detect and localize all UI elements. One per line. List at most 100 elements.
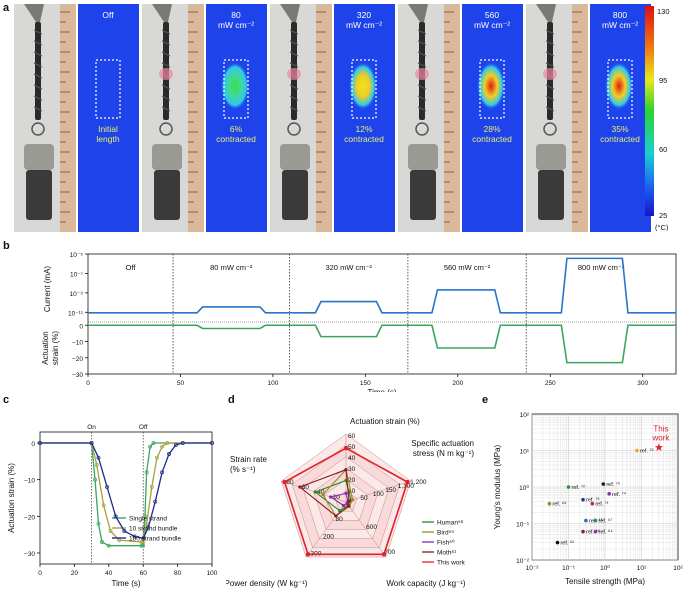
dashed-box xyxy=(479,59,505,119)
weight-top xyxy=(536,144,566,170)
b-xtick-label: 100 xyxy=(267,380,278,387)
e-point-label: ref. ⁶² xyxy=(561,540,575,547)
fiber-twist xyxy=(161,95,171,101)
power-label: Off xyxy=(102,10,114,20)
c-point xyxy=(93,477,97,482)
d-series-point xyxy=(313,490,317,494)
c-xtick-label: 0 xyxy=(38,570,42,577)
c-point xyxy=(141,543,146,548)
d-axis-label-1: Specific actuation xyxy=(411,439,474,448)
power-label: 560 xyxy=(485,10,499,20)
c-point xyxy=(153,499,158,504)
panel-d-radar: 102030405060501001501,1001,2006007008020… xyxy=(226,417,474,588)
fiber-twist xyxy=(417,95,427,101)
colorbar-tick-130: 130 xyxy=(657,7,670,16)
c-frame xyxy=(39,431,213,565)
d-series-polygon xyxy=(283,447,409,556)
c-on-label: On xyxy=(87,424,96,431)
fiber-twist xyxy=(161,40,171,46)
fiber-twist xyxy=(33,95,43,101)
d-series-point xyxy=(282,479,287,485)
c-point xyxy=(155,455,159,460)
fiber-twist xyxy=(545,106,555,112)
b-segment-label: 800 mW cm⁻² xyxy=(578,263,625,272)
b-xtick-label: 150 xyxy=(360,380,371,387)
fiber-twist xyxy=(289,95,299,101)
d-axis-tick: 40 xyxy=(317,489,325,496)
photo-3: 560 mW cm⁻² 28% contracted xyxy=(398,4,523,232)
d-series-point xyxy=(298,485,302,489)
d-series-point xyxy=(341,503,346,508)
photo-1: 80 mW cm⁻² 6% contracted xyxy=(142,4,267,232)
fiber-twist xyxy=(161,84,171,90)
contraction-label: 28% xyxy=(483,124,500,134)
b-strain-ytick-label: 0 xyxy=(79,323,83,330)
fiber-twist xyxy=(417,62,427,68)
d-axis-tick: 600 xyxy=(366,524,377,531)
c-point xyxy=(122,529,127,533)
e-point xyxy=(590,501,595,506)
c-point xyxy=(94,463,99,467)
panel-label-a: a xyxy=(3,2,10,14)
c-xtick-label: 60 xyxy=(140,570,148,577)
photo-0: Off Initial length xyxy=(14,4,139,232)
power-unit: mW cm⁻² xyxy=(474,20,510,30)
c-point xyxy=(106,543,111,548)
d-axis-label-3: Power density (W kg⁻¹) xyxy=(226,579,308,588)
fiber-twist xyxy=(417,84,427,90)
d-series-point xyxy=(405,479,410,485)
fiber-twist xyxy=(289,106,299,112)
d-legend-label: Human⁵⁸ xyxy=(437,520,464,527)
c-xtick-label: 20 xyxy=(71,570,79,577)
contraction-label-2: contracted xyxy=(600,134,640,144)
e-xtick-label: 10¹ xyxy=(637,565,647,572)
d-legend-label: Moth⁶¹ xyxy=(437,550,457,557)
c-legend-label: 100 strand bundle xyxy=(129,536,181,543)
fiber-twist xyxy=(33,29,43,35)
contraction-label: Initial xyxy=(98,124,118,134)
e-point xyxy=(584,518,588,523)
b-xtick-label: 50 xyxy=(177,380,185,387)
b-current-ylabel: Current (mA) xyxy=(43,266,52,313)
c-point xyxy=(139,543,144,548)
c-point xyxy=(165,441,170,445)
weight-top xyxy=(24,144,54,170)
laser-spot xyxy=(159,68,173,80)
d-axis-label-4b: (% s⁻¹) xyxy=(230,465,256,474)
b-xtick-label: 300 xyxy=(637,380,648,387)
e-point-label: ref. ⁶⁴ xyxy=(599,529,614,536)
hook xyxy=(159,122,173,136)
d-axis-tick: 50 xyxy=(360,495,368,502)
thermal-hotspot xyxy=(349,62,377,110)
contraction-label-2: contracted xyxy=(472,134,512,144)
d-axis-label-2: Work capacity (J kg⁻¹) xyxy=(386,579,466,588)
hook xyxy=(415,122,429,136)
b-current-ytick-label: 10⁻⁵ xyxy=(70,252,84,259)
panel-c-chart: On Off 0 20 40 60 80 100 0 −10 −20 −30 Time (s) Actua… xyxy=(7,424,218,588)
fiber-twist xyxy=(161,62,171,68)
d-series-point xyxy=(338,509,342,513)
c-point xyxy=(141,536,146,541)
b-segment-label: 320 mW cm⁻² xyxy=(325,263,372,272)
d-axis-label-1b: stress (N m kg⁻¹) xyxy=(413,449,474,458)
fiber-twist xyxy=(545,40,555,46)
panel-label-d: d xyxy=(228,394,235,406)
e-point xyxy=(601,482,606,486)
fiber-twist xyxy=(33,106,43,112)
ruler xyxy=(60,4,76,232)
d-axis-spoke xyxy=(345,501,387,558)
colorbar-tick-60: 60 xyxy=(659,145,667,154)
e-ytick-label: 10⁻² xyxy=(516,558,530,565)
e-this-work-star: ★ xyxy=(654,441,664,454)
e-xtick-label: 10⁻² xyxy=(526,565,540,572)
fiber-twist xyxy=(161,51,171,57)
d-series-point xyxy=(329,495,333,499)
d-axis-tick: 80 xyxy=(336,516,344,523)
weight-body xyxy=(538,170,564,220)
contraction-label-2: length xyxy=(96,134,119,144)
b-segment-label: 80 mW cm⁻² xyxy=(210,263,253,272)
e-point xyxy=(593,518,598,523)
fiber-twist xyxy=(417,40,427,46)
